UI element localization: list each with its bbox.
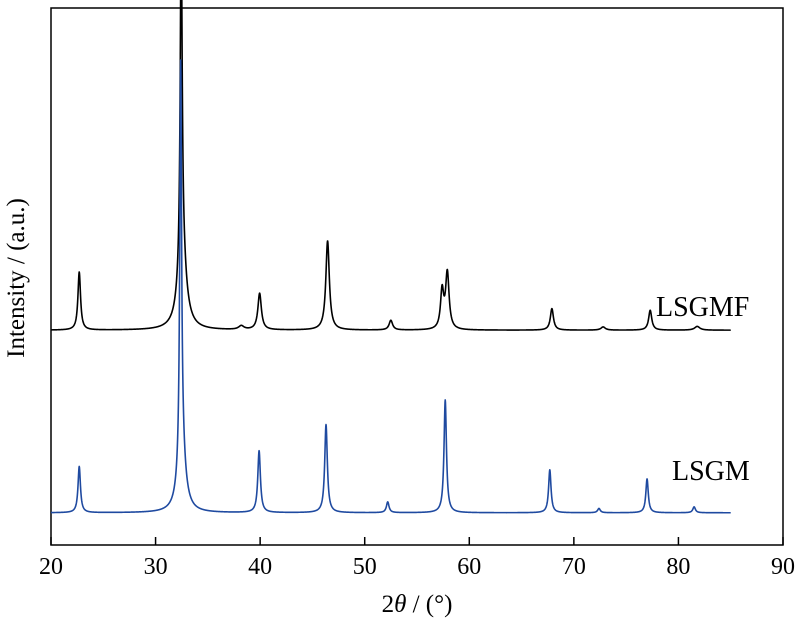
x-tick-label: 40 (248, 554, 272, 580)
x-tick-label: 60 (457, 554, 481, 580)
plot-frame (50, 7, 784, 546)
series-line-lsgm (50, 59, 732, 514)
x-tick-label: 70 (562, 554, 586, 580)
x-tick-label: 50 (353, 554, 377, 580)
x-tick-label: 20 (39, 554, 63, 580)
y-axis-title: Intensity / (a.u.) (3, 198, 30, 358)
series-label-lsgmf: LSGMF (656, 292, 749, 323)
series-line-lsgmf (50, 0, 732, 331)
x-axis-ticks: 20 30 40 50 60 70 80 90 (39, 537, 795, 580)
x-axis-title: 2θ / (°) (382, 591, 453, 618)
x-tick-label: 80 (666, 554, 690, 580)
x-tick-label: 30 (144, 554, 168, 580)
series-layer (50, 0, 732, 514)
series-label-lsgm: LSGM (672, 456, 750, 487)
x-tick-label: 90 (771, 554, 795, 580)
